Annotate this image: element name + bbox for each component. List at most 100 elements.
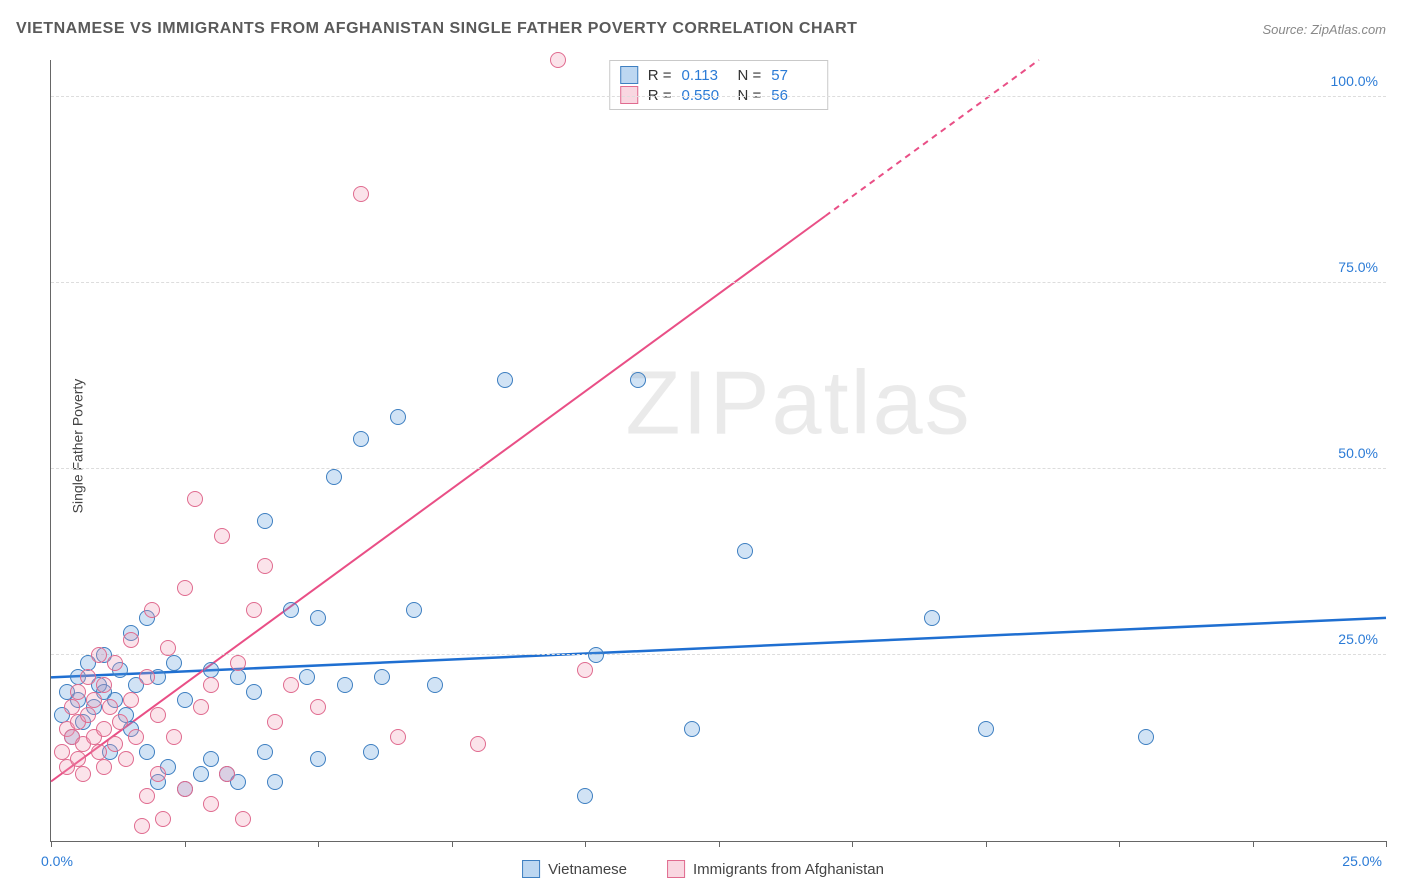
y-tick-label: 50.0% xyxy=(1338,445,1378,461)
n-value-1: 57 xyxy=(771,67,817,84)
legend-item-series1: Vietnamese xyxy=(522,860,627,878)
scatter-point xyxy=(497,372,513,388)
scatter-point xyxy=(86,692,102,708)
scatter-point xyxy=(299,669,315,685)
scatter-point xyxy=(337,677,353,693)
scatter-point xyxy=(80,669,96,685)
scatter-point xyxy=(150,707,166,723)
scatter-point xyxy=(310,751,326,767)
scatter-point xyxy=(75,766,91,782)
x-max-label: 25.0% xyxy=(1342,853,1382,869)
scatter-point xyxy=(166,655,182,671)
scatter-point xyxy=(230,669,246,685)
y-tick-label: 75.0% xyxy=(1338,259,1378,275)
scatter-point xyxy=(326,469,342,485)
x-tick xyxy=(452,841,453,847)
scatter-point xyxy=(134,818,150,834)
scatter-point xyxy=(177,781,193,797)
scatter-point xyxy=(235,811,251,827)
scatter-point xyxy=(203,662,219,678)
scatter-point xyxy=(139,788,155,804)
scatter-point xyxy=(54,744,70,760)
x-tick xyxy=(1119,841,1120,847)
plot-area: ZIPatlas R = 0.113 N = 57 R = 0.550 N = … xyxy=(50,60,1386,842)
n-value-2: 56 xyxy=(771,87,817,104)
scatter-point xyxy=(123,692,139,708)
x-tick xyxy=(185,841,186,847)
scatter-point xyxy=(128,729,144,745)
scatter-point xyxy=(283,602,299,618)
scatter-point xyxy=(363,744,379,760)
trend-line xyxy=(51,216,825,781)
scatter-point xyxy=(374,669,390,685)
scatter-point xyxy=(630,372,646,388)
scatter-point xyxy=(193,699,209,715)
chart-title: VIETNAMESE VS IMMIGRANTS FROM AFGHANISTA… xyxy=(16,20,857,38)
scatter-point xyxy=(577,662,593,678)
r-label-1: R = xyxy=(648,67,672,84)
scatter-point xyxy=(1138,729,1154,745)
x-tick xyxy=(51,841,52,847)
scatter-point xyxy=(64,699,80,715)
scatter-point xyxy=(139,744,155,760)
scatter-point xyxy=(257,744,273,760)
scatter-point xyxy=(203,796,219,812)
scatter-point xyxy=(737,543,753,559)
watermark: ZIPatlas xyxy=(626,352,972,455)
scatter-point xyxy=(70,751,86,767)
gridline-h xyxy=(51,282,1386,283)
scatter-point xyxy=(390,409,406,425)
gridline-h xyxy=(51,654,1386,655)
scatter-point xyxy=(80,707,96,723)
scatter-point xyxy=(924,610,940,626)
swatch-series1 xyxy=(620,66,638,84)
scatter-point xyxy=(246,602,262,618)
scatter-point xyxy=(112,714,128,730)
scatter-point xyxy=(283,677,299,693)
watermark-zip: ZIP xyxy=(626,353,772,453)
scatter-point xyxy=(107,655,123,671)
scatter-point xyxy=(144,602,160,618)
stats-row-series2: R = 0.550 N = 56 xyxy=(620,85,818,105)
trend-lines-svg xyxy=(51,60,1386,841)
scatter-point xyxy=(91,647,107,663)
gridline-h xyxy=(51,468,1386,469)
scatter-point xyxy=(550,52,566,68)
scatter-point xyxy=(96,759,112,775)
scatter-point xyxy=(427,677,443,693)
scatter-point xyxy=(470,736,486,752)
scatter-point xyxy=(310,699,326,715)
n-label-1: N = xyxy=(738,67,762,84)
scatter-point xyxy=(203,751,219,767)
legend-label-series1: Vietnamese xyxy=(548,861,627,878)
bottom-legend: Vietnamese Immigrants from Afghanistan xyxy=(522,860,884,878)
watermark-atlas: atlas xyxy=(772,353,972,453)
x-tick xyxy=(986,841,987,847)
scatter-point xyxy=(102,699,118,715)
scatter-point xyxy=(193,766,209,782)
scatter-point xyxy=(139,669,155,685)
scatter-point xyxy=(390,729,406,745)
legend-item-series2: Immigrants from Afghanistan xyxy=(667,860,884,878)
scatter-point xyxy=(353,186,369,202)
x-tick xyxy=(1253,841,1254,847)
scatter-point xyxy=(310,610,326,626)
scatter-point xyxy=(684,721,700,737)
scatter-point xyxy=(160,640,176,656)
scatter-point xyxy=(123,632,139,648)
trend-line xyxy=(825,60,1039,216)
scatter-point xyxy=(177,692,193,708)
scatter-point xyxy=(166,729,182,745)
trend-line xyxy=(51,618,1386,678)
x-tick xyxy=(719,841,720,847)
scatter-point xyxy=(267,774,283,790)
gridline-h xyxy=(51,96,1386,97)
legend-swatch-series1 xyxy=(522,860,540,878)
scatter-point xyxy=(214,528,230,544)
scatter-point xyxy=(187,491,203,507)
stats-row-series1: R = 0.113 N = 57 xyxy=(620,65,818,85)
legend-label-series2: Immigrants from Afghanistan xyxy=(693,861,884,878)
x-origin-label: 0.0% xyxy=(41,853,73,869)
scatter-point xyxy=(219,766,235,782)
n-label-2: N = xyxy=(738,87,762,104)
